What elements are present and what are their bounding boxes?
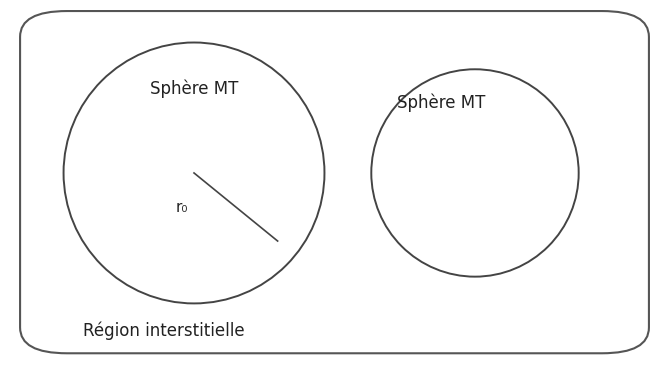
Ellipse shape — [371, 69, 579, 277]
Text: r₀: r₀ — [176, 201, 188, 215]
Text: Région interstitielle: Région interstitielle — [83, 322, 245, 340]
Text: Sphère MT: Sphère MT — [150, 79, 238, 98]
Ellipse shape — [64, 43, 324, 303]
Text: Sphère MT: Sphère MT — [397, 94, 486, 112]
FancyBboxPatch shape — [20, 11, 649, 353]
